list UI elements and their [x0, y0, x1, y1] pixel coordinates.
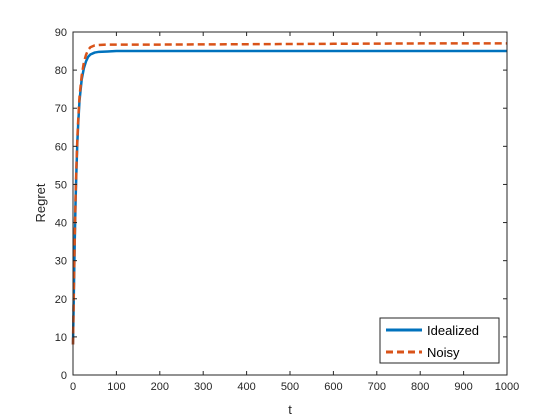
x-tick-label: 200	[151, 381, 169, 393]
x-tick-label: 100	[107, 381, 125, 393]
y-tick-label: 50	[55, 179, 67, 191]
x-tick-label: 400	[237, 381, 255, 393]
y-tick-label: 0	[61, 370, 67, 382]
y-tick-label: 60	[55, 141, 67, 153]
y-tick-label: 70	[55, 103, 67, 115]
legend-box	[379, 317, 500, 364]
x-tick-label: 1000	[495, 381, 519, 393]
y-tick-label: 20	[55, 294, 67, 306]
x-axis: 0 100 200 300 400 500 600 700 800 900 1000	[70, 32, 519, 393]
series-line-noisy	[71, 42, 507, 345]
x-tick-label: 900	[454, 381, 472, 393]
x-tick-label: 500	[281, 381, 299, 393]
x-tick-label: 600	[324, 381, 342, 393]
y-tick-label: 90	[55, 27, 67, 39]
x-tick-label: 300	[194, 381, 212, 393]
x-axis-title: t	[288, 402, 292, 417]
x-tick-label: 700	[368, 381, 386, 393]
legend-label-noisy: Noisy	[427, 345, 460, 360]
y-tick-label: 10	[55, 332, 67, 344]
legend-label-idealized: Idealized	[427, 323, 479, 338]
y-tick-label: 80	[55, 65, 67, 77]
legend: Idealized Noisy	[379, 317, 500, 364]
y-axis: 0 10 20 30 40 50 60 70 80 90	[55, 27, 507, 382]
x-tick-label: 800	[411, 381, 429, 393]
y-tick-label: 40	[55, 218, 67, 230]
y-axis-title: Regret	[33, 183, 48, 222]
y-tick-label: 30	[55, 256, 67, 268]
x-tick-label: 0	[70, 381, 76, 393]
